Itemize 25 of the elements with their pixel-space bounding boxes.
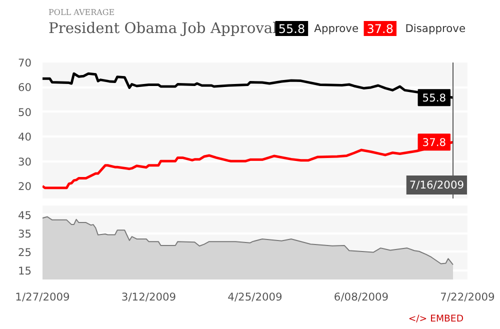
y-tick-label: 20 <box>18 180 32 194</box>
y-tick-label: 15 <box>18 264 32 278</box>
legend-label: Disapprove <box>405 22 466 35</box>
x-tick-label: 1/27/2009 <box>15 290 70 304</box>
chart-subtitle: POLL AVERAGE <box>48 8 115 17</box>
data-label: 55.8 <box>422 92 446 105</box>
y-tick-label: 45 <box>18 208 32 222</box>
legend-label: Approve <box>314 22 359 35</box>
y-tick-label: 40 <box>18 130 32 144</box>
text: </> EMBED <box>408 314 464 324</box>
y-tick-label: 70 <box>18 56 32 70</box>
x-tick-label: 4/25/2009 <box>228 290 283 304</box>
x-tick-label: 6/08/2009 <box>334 290 389 304</box>
text: 37.8 <box>366 22 394 36</box>
text: 55.8 <box>278 22 306 36</box>
data-label: 37.8 <box>422 136 446 150</box>
y-tick-label: 50 <box>18 106 32 119</box>
y-tick-label: 35 <box>18 227 32 240</box>
x-tick-label: 7/22/2009 <box>440 290 496 304</box>
y-tick-label: 60 <box>18 81 32 94</box>
x-tick-label: 3/12/2009 <box>121 290 176 304</box>
chart-title: President Obama Job Approval <box>48 20 278 37</box>
ref-line-label: 7/16/2009 <box>409 178 464 192</box>
y-tick-label: 25 <box>18 246 32 259</box>
y-tick-label: 30 <box>18 155 32 168</box>
